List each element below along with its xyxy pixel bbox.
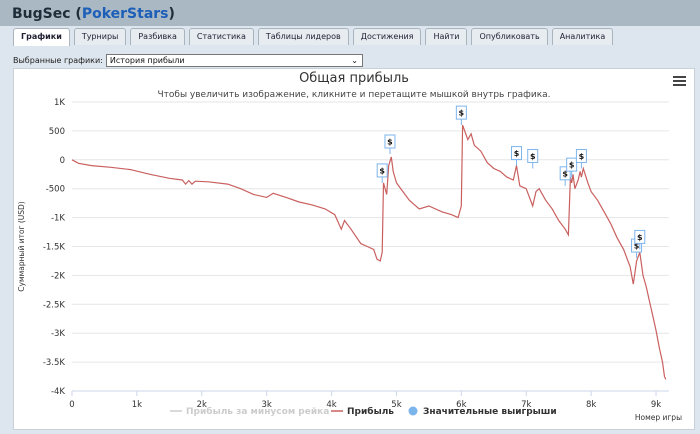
big-win-flag[interactable]: $ [559,166,571,186]
tab-bar: Графики Турниры Разбивка Статистика Табл… [13,28,617,46]
title-bar: BugSec (PokerStars) [0,0,700,26]
x-tick-label: 9k [651,400,661,410]
chart-selector-row: Выбранные графики: История прибыли ⌄ [13,53,363,67]
big-win-flag-label: $ [634,242,640,251]
big-win-flag[interactable]: $ [384,134,396,155]
y-tick-label: -4K [51,387,65,397]
y-tick-label: 1K [54,98,65,108]
big-win-flag-label: $ [530,152,536,161]
legend-profit-label: Прибыль [347,406,394,417]
tab-charts[interactable]: Графики [13,28,70,46]
chevron-down-icon: ⌄ [351,55,358,65]
legend-big-wins-label: Значительные выигрыши [423,407,557,417]
big-win-flag-box [575,148,587,163]
x-tick-label: 4k [326,400,336,410]
big-win-flag-box [376,163,388,178]
big-win-flag-box [384,134,396,149]
site-link[interactable]: PokerStars [81,6,169,22]
x-tick-label: 3k [262,400,272,410]
profit-chart[interactable]: 1K 500 0 -500 -1K -1.5K -2K -2.5K -3K -3.5K -4K 0 1k… [14,69,694,429]
big-win-flag-box [455,105,467,120]
y-tick-label: 500 [49,127,65,137]
chart-select-value: История прибыли [109,55,185,65]
x-tick-label: 8k [586,400,596,410]
y-tick-label: -3K [51,329,65,339]
x-tick-label: 2k [197,400,207,410]
chart-subtitle: Чтобы увеличить изображение, кликните и … [157,90,551,100]
y-tick-label: -3.5K [43,358,66,368]
x-tick-label: 5k [391,400,401,410]
chart-select[interactable]: История прибыли ⌄ [105,53,363,67]
x-tick-label: 0 [69,400,74,410]
big-win-flag[interactable]: $ [634,229,646,250]
y-tick-label: -2.5K [43,300,66,310]
big-win-flag-box [511,146,523,161]
tab-publish[interactable]: Опубликовать [471,28,548,45]
big-win-flag-label: $ [569,161,575,170]
big-win-flag-box [634,229,646,244]
tab-breakdown[interactable]: Разбивка [130,28,185,45]
y-tick-label: -2K [51,271,65,281]
big-win-flag[interactable]: $ [527,148,539,169]
big-win-flag-label: $ [562,169,568,178]
big-win-flag[interactable]: $ [511,146,523,166]
big-win-flag-label: $ [637,233,643,242]
chart-menu-icon[interactable] [673,76,686,87]
player-name: BugSec [12,6,71,22]
big-win-flag-label: $ [459,109,465,118]
profit-series-line [71,124,667,380]
big-win-flag-box [559,166,571,181]
big-win-flag-label: $ [387,138,393,147]
chart-selector-label: Выбранные графики: [13,55,103,65]
big-win-flag[interactable]: $ [376,163,388,183]
big-win-flag-label: $ [379,166,385,175]
tab-analytics[interactable]: Аналитика [551,28,614,45]
big-win-flag[interactable]: $ [566,157,578,178]
x-tick-label: 7k [521,400,531,410]
y-tick-label: -1K [51,214,65,224]
big-win-flag[interactable]: $ [455,105,467,126]
tab-find[interactable]: Найти [425,28,468,45]
chart-title: Общая прибыль [299,71,409,86]
y-tick-label: -500 [46,185,65,195]
tab-tournaments[interactable]: Турниры [73,28,127,45]
big-win-flag-box [527,148,539,163]
tab-leaderboards[interactable]: Таблицы лидеров [257,28,349,45]
tab-achievements[interactable]: Достижения [352,28,422,45]
big-win-flag-box [566,157,578,172]
y-tick-label: 0 [60,156,65,166]
x-tick-label: 1k [132,400,142,410]
y-tick-label: -1.5K [43,243,66,253]
x-tick-label: 6k [456,400,466,410]
big-win-flag-label: $ [579,152,585,161]
tab-statistics[interactable]: Статистика [188,28,254,45]
legend-big-wins-marker [408,406,418,416]
big-win-flag[interactable]: $ [575,148,587,169]
legend-rake-label: Прибыль за минусом рейка [186,406,329,417]
chart-panel[interactable]: 1K 500 0 -500 -1K -1.5K -2K -2.5K -3K -3.5K -4K 0 1k… [13,68,695,430]
big-win-flag-label: $ [514,149,520,158]
y-axis-title: Суммарный итог (USD) [17,201,26,292]
app-title: BugSec (PokerStars) [12,6,175,22]
x-axis-title: Номер игры [635,413,682,422]
